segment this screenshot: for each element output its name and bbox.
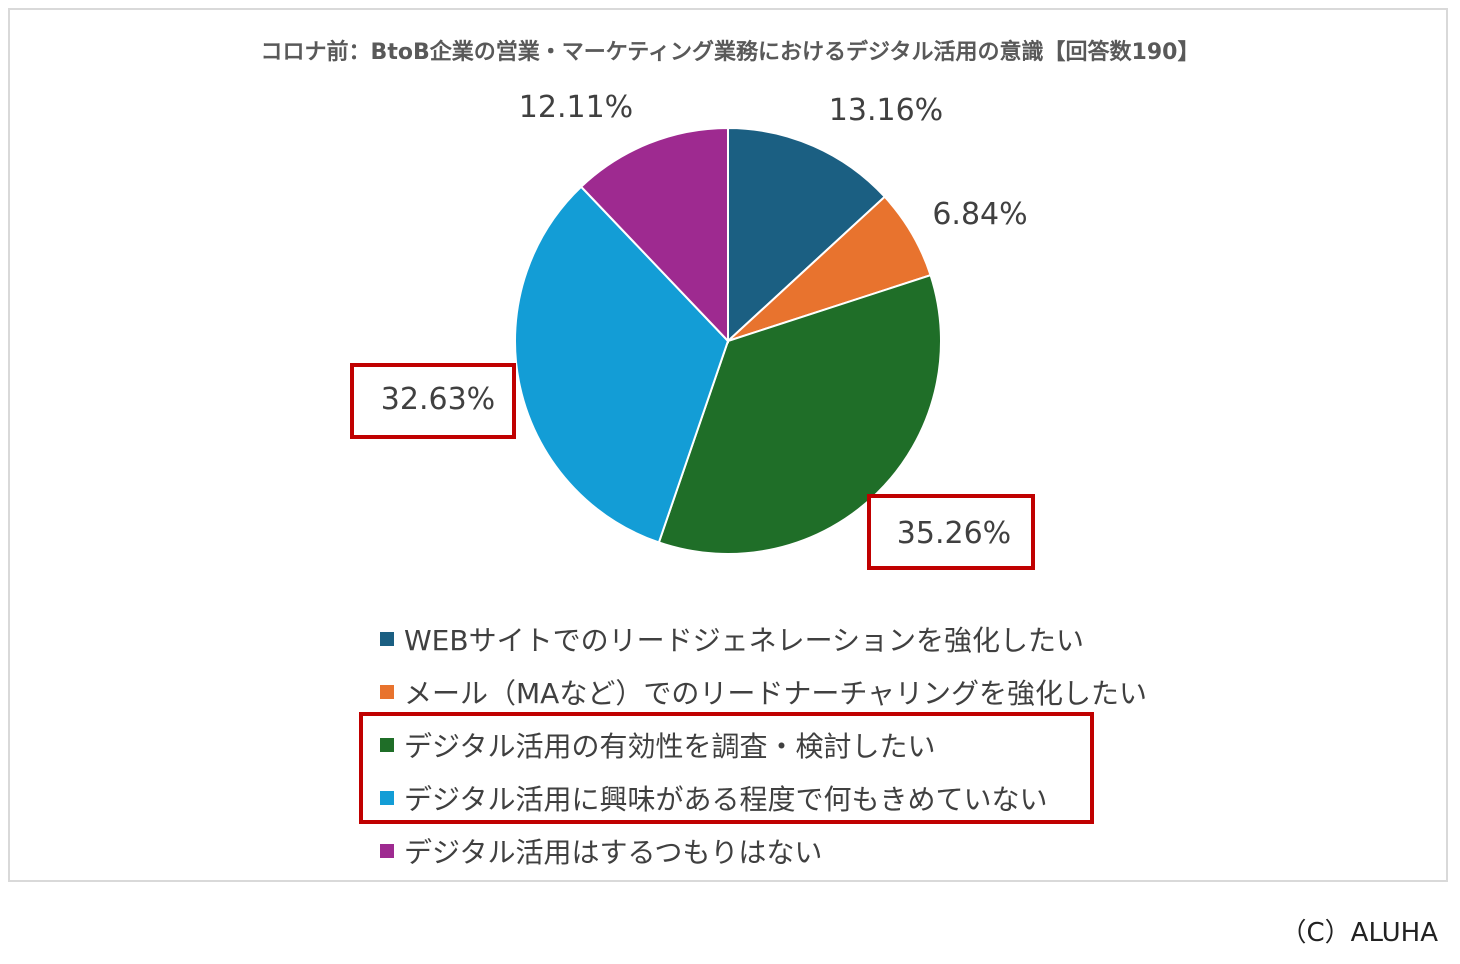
legend-item: メール（MAなど）でのリードナーチャリングを強化したい — [380, 665, 1147, 718]
pie-slice — [657, 273, 942, 555]
legend-label: デジタル活用に興味がある程度で何もきめていない — [404, 782, 1048, 816]
legend-swatch — [380, 631, 394, 646]
legend-label: デジタル活用の有効性を調査・検討したい — [404, 729, 936, 763]
legend-label: WEBサイトでのリードジェネレーションを強化したい — [404, 623, 1085, 657]
highlight-box-legend — [359, 712, 1094, 824]
highlight-box-pct-right — [867, 494, 1035, 570]
legend-label: デジタル活用はするつもりはない — [404, 835, 823, 869]
legend-item: デジタル活用はするつもりはない — [380, 824, 1147, 877]
legend-label: メール（MAなど）でのリードナーチャリングを強化したい — [404, 676, 1148, 710]
chart-frame — [8, 8, 1448, 882]
slice-percentage-label: 13.16% — [829, 93, 943, 128]
pie-slice — [514, 185, 730, 544]
pie-slice — [579, 126, 729, 344]
legend-swatch — [380, 737, 394, 752]
legend-swatch — [380, 684, 394, 699]
slice-percentage-label: 12.11% — [519, 90, 633, 125]
slice-percentage-label: 32.63% — [381, 382, 495, 417]
legend-swatch — [380, 843, 394, 858]
copyright-credit: （C）ALUHA — [1280, 918, 1439, 948]
slice-percentage-label: 6.84% — [932, 197, 1027, 232]
legend-item: WEBサイトでのリードジェネレーションを強化したい — [380, 612, 1147, 665]
chart-legend: WEBサイトでのリードジェネレーションを強化したいメール（MAなど）でのリードナ… — [380, 612, 1147, 877]
chart-title: コロナ前：BtoB企業の営業・マーケティング業務におけるデジタル活用の意識【回答… — [260, 40, 1200, 65]
legend-swatch — [380, 790, 394, 805]
slice-percentage-label: 35.26% — [897, 516, 1011, 551]
legend-item: デジタル活用の有効性を調査・検討したい — [380, 718, 1147, 771]
legend-item: デジタル活用に興味がある程度で何もきめていない — [380, 771, 1147, 824]
highlight-box-pct-left — [350, 363, 516, 439]
pie-slice — [727, 126, 887, 344]
